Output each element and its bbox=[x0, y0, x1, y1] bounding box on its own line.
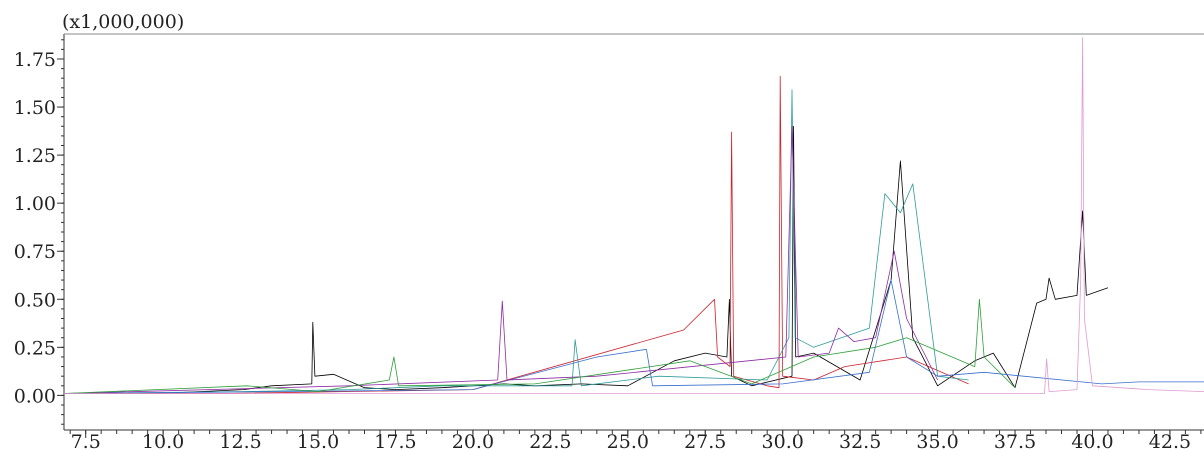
y-tick-label: 0.25 bbox=[14, 337, 56, 359]
y-tick-label: 0.00 bbox=[14, 385, 56, 407]
x-tick-label: 10.0 bbox=[142, 431, 184, 451]
x-tick-label: 7.5 bbox=[71, 431, 101, 451]
axes: 0.00 0.25 0.50 0.75 1.00 1.25 1.50 1.75 7.5 10.0 1… bbox=[14, 33, 1204, 451]
y-tick-label: 1.50 bbox=[14, 97, 56, 119]
x-tick-label: 42.5 bbox=[1149, 431, 1191, 451]
x-tick-label: 22.5 bbox=[529, 431, 571, 451]
x-tick-label: 27.5 bbox=[684, 431, 726, 451]
x-tick-label: 12.5 bbox=[219, 431, 261, 451]
y-tick-label: 1.25 bbox=[14, 145, 56, 167]
x-tick-label: 30.0 bbox=[762, 431, 804, 451]
x-tick-label: 40.0 bbox=[1071, 431, 1113, 451]
y-tick-label: 0.50 bbox=[14, 289, 56, 311]
x-tick-label: 17.5 bbox=[374, 431, 416, 451]
y-tick-label: 1.75 bbox=[14, 49, 56, 71]
trace-line-5 bbox=[63, 125, 938, 394]
x-tick-label: 37.5 bbox=[994, 431, 1036, 451]
x-tick-label: 35.0 bbox=[916, 431, 958, 451]
y-multiplier-label: (x1,000,000) bbox=[62, 11, 184, 33]
x-tick-label: 15.0 bbox=[297, 431, 339, 451]
trace-line-2 bbox=[64, 75, 969, 394]
trace-line-4 bbox=[63, 279, 1204, 394]
x-tick-label: 20.0 bbox=[452, 431, 494, 451]
trace-line-3 bbox=[63, 89, 969, 394]
x-tick-label: 32.5 bbox=[839, 431, 881, 451]
y-tick-label: 1.00 bbox=[14, 193, 56, 215]
data-traces bbox=[63, 37, 1204, 394]
trace-line-1 bbox=[64, 125, 1109, 394]
trace-line-7 bbox=[64, 37, 1204, 394]
x-tick-label: 25.0 bbox=[607, 431, 649, 451]
trace-line-6 bbox=[63, 298, 1016, 394]
y-tick-label: 0.75 bbox=[14, 241, 56, 263]
